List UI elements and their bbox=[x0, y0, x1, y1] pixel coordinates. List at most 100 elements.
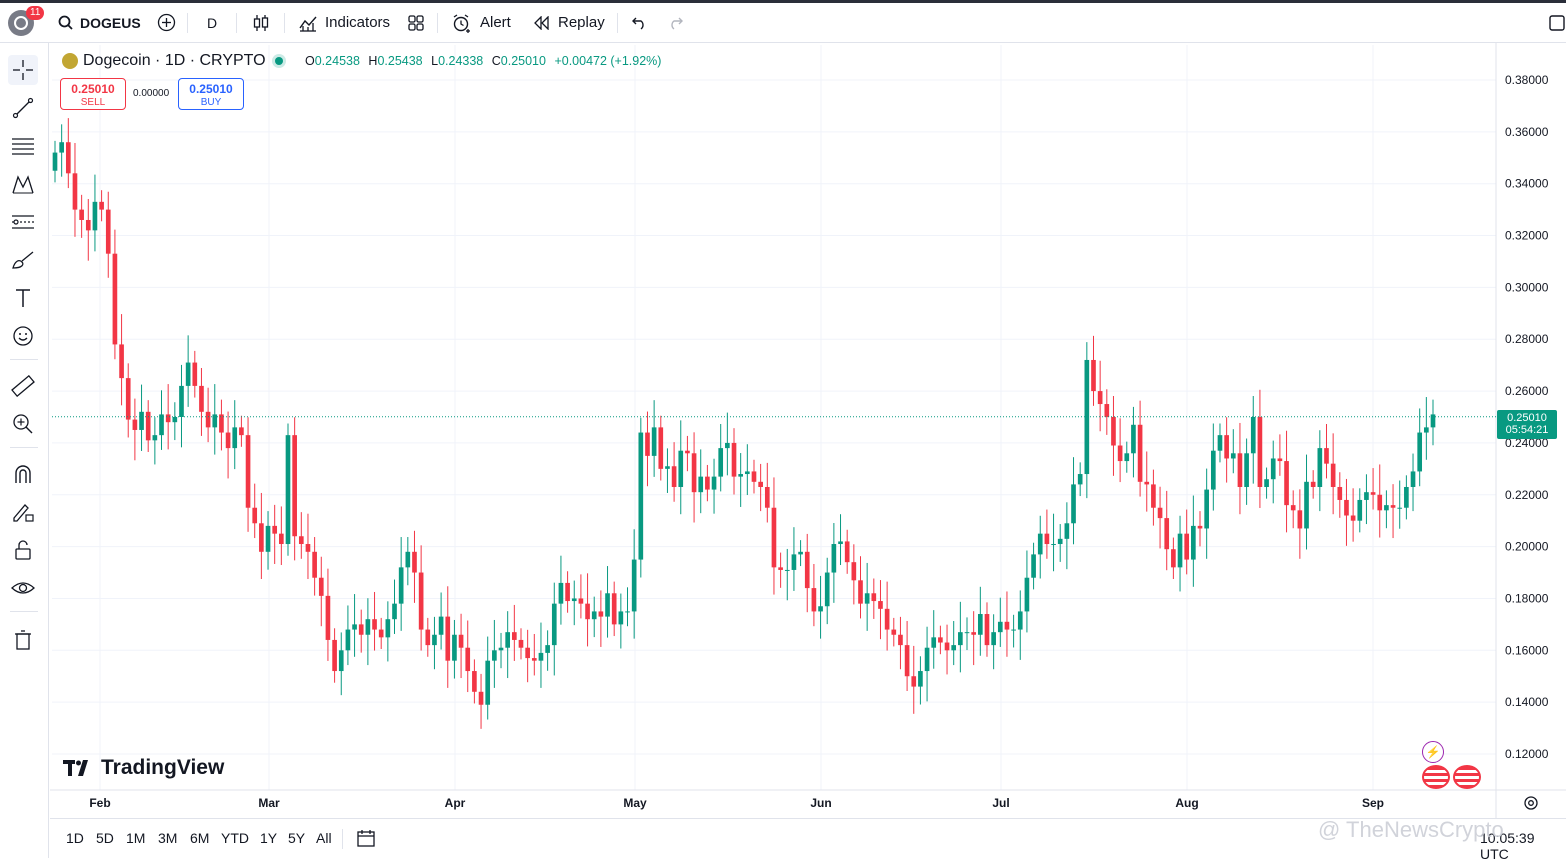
symbol-title[interactable]: Dogecoin · 1D · CRYPTO bbox=[83, 52, 266, 69]
candle-body bbox=[758, 481, 763, 487]
candle-body bbox=[891, 629, 897, 635]
range-1d[interactable]: 1D bbox=[66, 830, 84, 846]
candle-body bbox=[764, 486, 770, 508]
candle-body bbox=[1017, 611, 1023, 630]
y-tick-label: 0.28000 bbox=[1505, 332, 1549, 346]
chart-type-button[interactable] bbox=[252, 3, 270, 42]
us-flag-event-icon[interactable] bbox=[1422, 765, 1450, 789]
candle-body bbox=[598, 611, 604, 617]
pattern-tool[interactable] bbox=[8, 169, 38, 199]
brush-tool[interactable] bbox=[8, 245, 38, 275]
candle-body bbox=[531, 658, 537, 661]
candle-body bbox=[671, 466, 677, 487]
candle-body bbox=[964, 632, 970, 634]
candle-body bbox=[1137, 424, 1143, 482]
tradingview-logo[interactable]: TradingView bbox=[63, 756, 224, 780]
lock-all-tool[interactable] bbox=[8, 535, 38, 565]
candle-body bbox=[1277, 458, 1283, 462]
lock-drawing-tool[interactable] bbox=[8, 497, 38, 527]
candle-body bbox=[798, 551, 803, 555]
candle-body bbox=[977, 614, 983, 635]
us-flag-event-icon[interactable] bbox=[1453, 765, 1481, 789]
range-1y[interactable]: 1Y bbox=[260, 830, 278, 846]
range-6m[interactable]: 6M bbox=[190, 830, 210, 846]
layouts-button[interactable] bbox=[407, 3, 425, 42]
last-price-tag: 0.25010 05:54:21 bbox=[1497, 410, 1557, 439]
window-square-icon bbox=[1549, 14, 1565, 31]
emoji-tool[interactable] bbox=[8, 321, 38, 351]
candle-body bbox=[412, 551, 417, 573]
interval-button[interactable]: D bbox=[207, 14, 218, 31]
trend-line-icon bbox=[12, 97, 34, 119]
candle-body bbox=[318, 577, 324, 596]
trend-line-tool[interactable] bbox=[8, 93, 38, 123]
hide-drawings-tool[interactable] bbox=[8, 573, 38, 603]
range-1m[interactable]: 1M bbox=[126, 830, 146, 846]
divider bbox=[10, 359, 38, 360]
horizontal-lines-tool[interactable] bbox=[8, 131, 38, 161]
prediction-tool[interactable] bbox=[8, 207, 38, 237]
undo-button[interactable] bbox=[630, 3, 648, 42]
sell-button[interactable]: 0.25010 SELL bbox=[60, 78, 126, 110]
candle-body bbox=[1230, 453, 1236, 459]
range-ytd[interactable]: YTD bbox=[221, 830, 249, 846]
range-3m[interactable]: 3M bbox=[158, 830, 178, 846]
range-all[interactable]: All bbox=[316, 830, 332, 846]
candle-body bbox=[951, 645, 957, 651]
candle-body bbox=[458, 634, 464, 648]
candle-body bbox=[618, 611, 624, 625]
magnet-icon bbox=[15, 465, 31, 483]
redo-button[interactable] bbox=[667, 3, 685, 42]
user-menu-button[interactable]: 11 bbox=[8, 3, 45, 42]
measure-tool[interactable] bbox=[8, 371, 38, 401]
candle-body bbox=[1197, 525, 1203, 529]
candle-body bbox=[898, 634, 903, 646]
candle-body bbox=[259, 523, 264, 552]
candle-body bbox=[65, 142, 71, 174]
candle-body bbox=[1111, 417, 1116, 446]
x-tick-label: Aug bbox=[1175, 796, 1198, 810]
text-tool[interactable] bbox=[8, 283, 38, 313]
crosshair-tool[interactable] bbox=[8, 55, 38, 85]
candle-body bbox=[1264, 479, 1269, 487]
candles-icon bbox=[253, 14, 269, 31]
candle-body bbox=[345, 629, 351, 651]
candle-body bbox=[611, 593, 617, 625]
magnet-tool[interactable] bbox=[8, 459, 38, 489]
candle-body bbox=[991, 632, 996, 646]
replay-button[interactable]: Replay bbox=[533, 3, 605, 42]
candle-body bbox=[858, 580, 863, 604]
indicators-button[interactable]: Indicators bbox=[298, 3, 390, 42]
divider bbox=[10, 447, 38, 448]
buy-button[interactable]: 0.25010 BUY bbox=[178, 78, 244, 110]
events-flash-icon[interactable]: ⚡ bbox=[1422, 741, 1444, 763]
range-5d[interactable]: 5D bbox=[96, 830, 114, 846]
candle-body bbox=[911, 676, 917, 687]
goto-date-button[interactable] bbox=[356, 828, 376, 853]
fullscreen-button[interactable] bbox=[1549, 3, 1565, 42]
candle-body bbox=[112, 253, 118, 345]
candle-body bbox=[79, 209, 84, 220]
candle-body bbox=[705, 476, 710, 490]
y-tick-label: 0.14000 bbox=[1505, 695, 1549, 709]
candle-body bbox=[578, 598, 584, 604]
horizontal-lines-icon bbox=[12, 138, 34, 155]
ruler-icon bbox=[11, 375, 35, 397]
candle-body bbox=[372, 619, 377, 630]
x-tick-label: Jun bbox=[810, 796, 831, 810]
candle-body bbox=[1151, 484, 1156, 508]
range-5y[interactable]: 5Y bbox=[288, 830, 306, 846]
candle-body bbox=[565, 582, 570, 602]
candle-body bbox=[645, 432, 650, 456]
remove-drawings-tool[interactable] bbox=[8, 625, 38, 655]
candle-body bbox=[751, 471, 757, 482]
candle-body bbox=[1191, 525, 1196, 560]
compare-symbol-button[interactable] bbox=[157, 3, 176, 42]
zoom-tool[interactable] bbox=[8, 409, 38, 439]
symbol-search-button[interactable]: DOGEUS bbox=[58, 3, 141, 42]
alert-button[interactable]: Alert bbox=[452, 3, 511, 42]
candle-body bbox=[1104, 404, 1110, 417]
settings-icon[interactable] bbox=[1523, 795, 1539, 811]
y-tick-label: 0.34000 bbox=[1505, 177, 1549, 191]
